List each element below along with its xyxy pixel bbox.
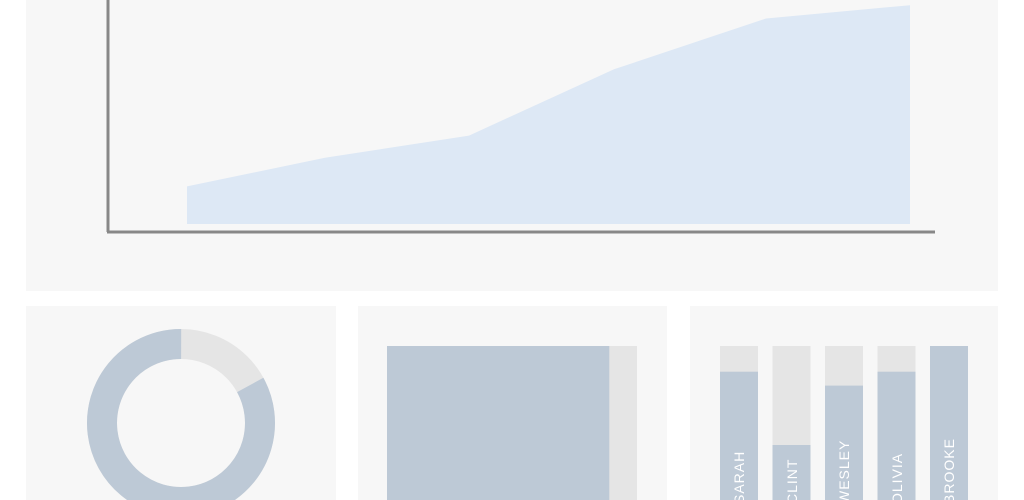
bar [825, 385, 863, 500]
bar [772, 445, 811, 500]
area-chart [106, 0, 935, 234]
people-bar-chart [720, 346, 968, 500]
bar-category-label: WESLEY [836, 439, 852, 500]
area-chart-panel [26, 0, 998, 291]
bar-category-label: CLINT [783, 458, 800, 500]
donut-chart-panel [26, 306, 336, 500]
bar [930, 346, 968, 500]
bar [720, 371, 758, 500]
bar-category-label: OLIVIA [888, 452, 905, 500]
bar [877, 371, 916, 500]
area-series [187, 5, 910, 225]
donut-value [86, 329, 275, 500]
donut-chart [86, 329, 275, 500]
progress-fill [387, 346, 610, 500]
progress-bar-chart [387, 346, 637, 500]
progress-bar-panel [358, 306, 667, 500]
bar-category-label: SARAH [731, 450, 747, 500]
bar-category-label: BROOKE [941, 438, 957, 500]
people-bar-chart-panel: SARAH CLINT WESLEY OLIVIA BROOKE [690, 306, 998, 500]
